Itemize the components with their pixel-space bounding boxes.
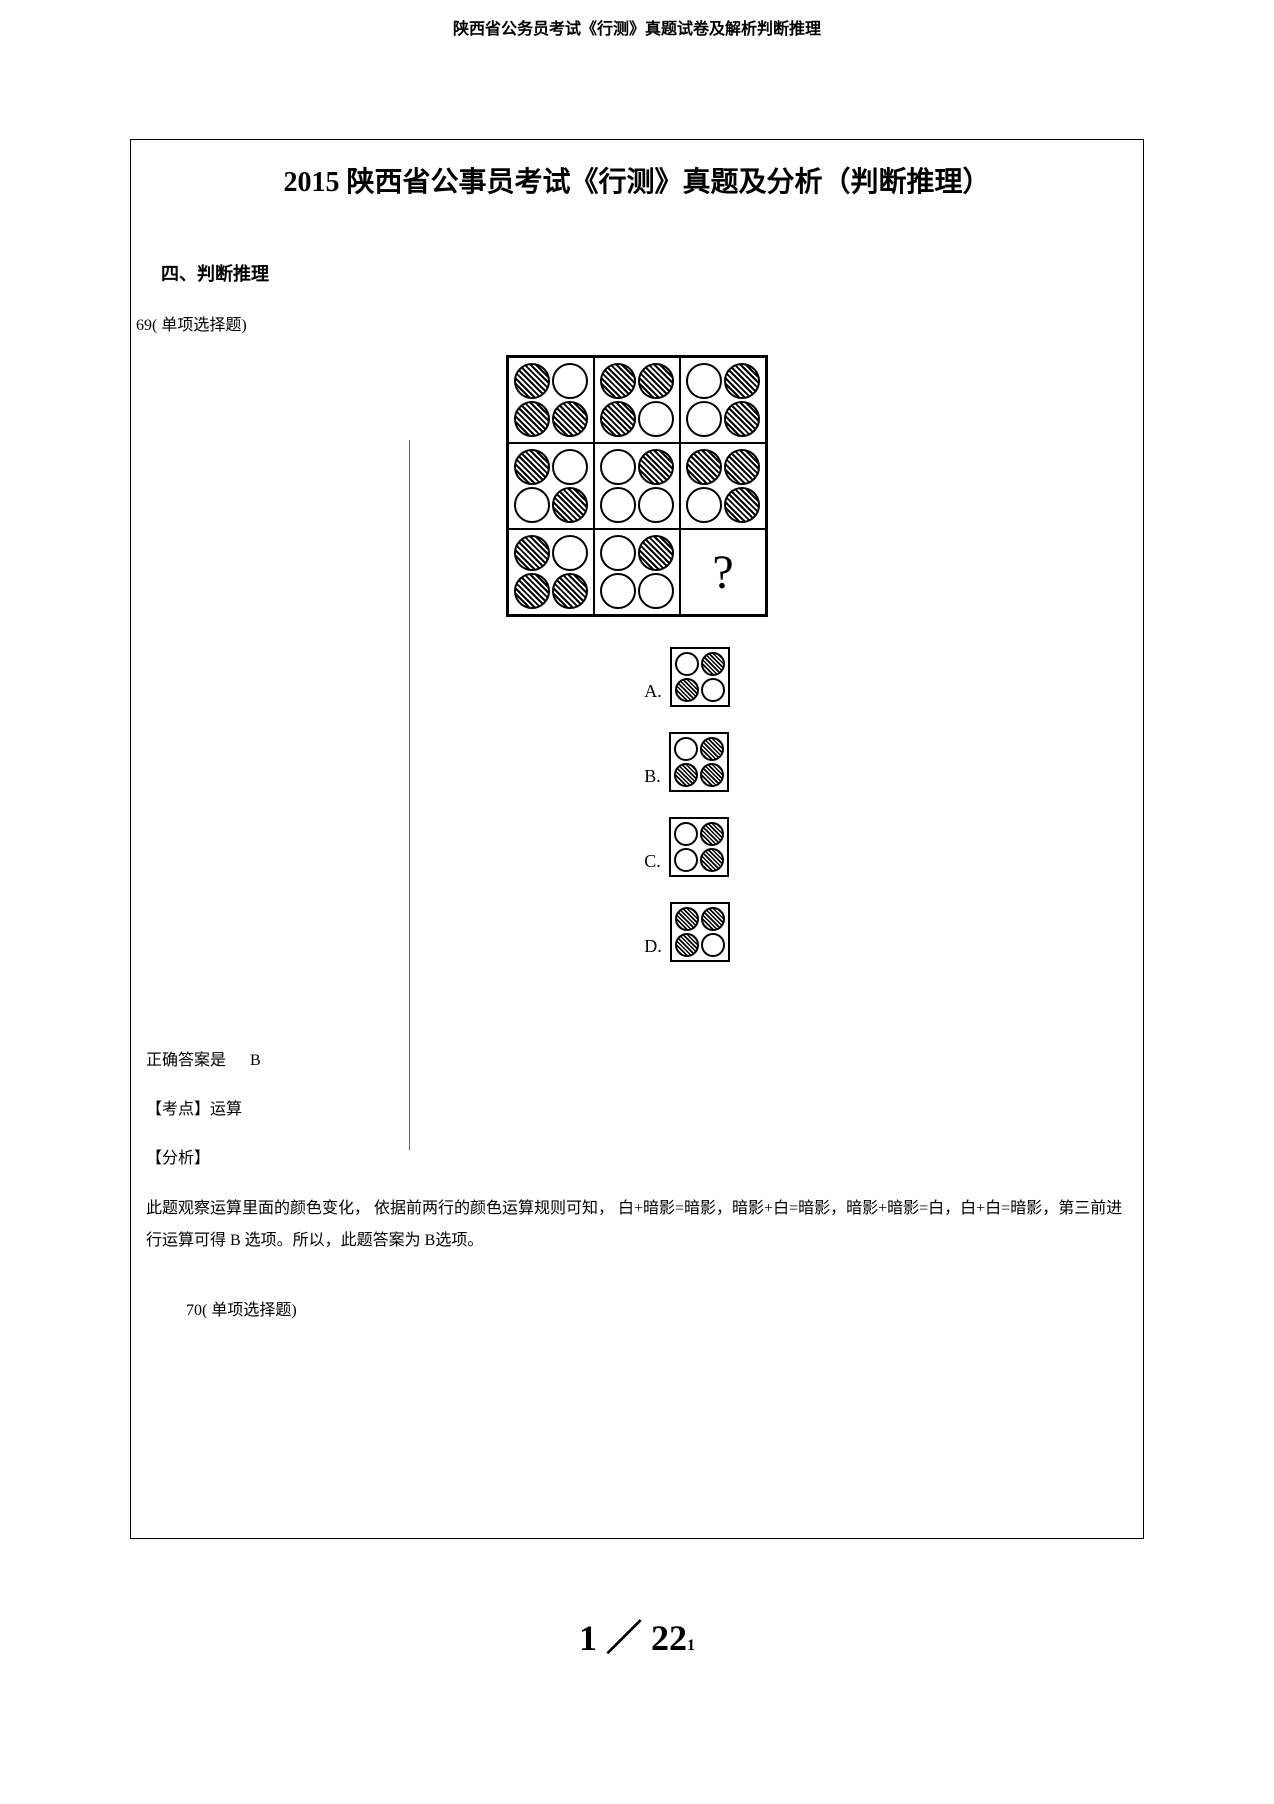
correct-answer-label: 正确答案是 xyxy=(146,1052,226,1069)
white-circle xyxy=(638,573,674,609)
matrix-cell xyxy=(508,529,594,615)
white-circle xyxy=(674,822,698,846)
white-circle xyxy=(675,652,699,676)
option-row-a: A. xyxy=(644,647,730,707)
option-row-b: B. xyxy=(644,732,730,792)
hatched-circle xyxy=(675,907,699,931)
hatched-circle xyxy=(514,449,550,485)
option-label-c: C. xyxy=(644,851,661,877)
hatched-circle xyxy=(700,848,724,872)
matrix-cell xyxy=(680,443,766,529)
hatched-circle xyxy=(552,401,588,437)
hatched-circle xyxy=(700,737,724,761)
hatched-circle xyxy=(600,363,636,399)
hatched-circle xyxy=(514,535,550,571)
white-circle xyxy=(552,535,588,571)
page-total: 22 xyxy=(651,1618,687,1658)
white-circle xyxy=(552,363,588,399)
correct-answer-value: B xyxy=(250,1052,261,1069)
matrix-row xyxy=(508,357,766,443)
matrix-row xyxy=(508,443,766,529)
white-circle xyxy=(674,737,698,761)
page-header: 陕西省公务员考试《行测》真题试卷及解析判断推理 xyxy=(0,0,1274,39)
hatched-circle xyxy=(675,678,699,702)
hatched-circle xyxy=(674,763,698,787)
white-circle xyxy=(701,933,725,957)
matrix-cell xyxy=(508,443,594,529)
page-separator: ／ xyxy=(606,1618,642,1658)
page-footer: 1 ／ 221 xyxy=(0,1579,1274,1691)
hatched-circle xyxy=(638,363,674,399)
hatched-circle xyxy=(514,573,550,609)
hatched-circle xyxy=(724,363,760,399)
analysis-label: 【分析】 xyxy=(146,1145,1128,1174)
matrix-row: ? xyxy=(508,529,766,615)
white-circle xyxy=(600,535,636,571)
option-row-c: C. xyxy=(644,817,730,877)
option-cell-a xyxy=(670,647,730,707)
header-title: 陕西省公务员考试《行测》真题试卷及解析判断推理 xyxy=(453,21,821,38)
matrix-cell xyxy=(594,443,680,529)
question-number-69: 69( 单项选择题) xyxy=(131,306,1143,345)
figure-container: ? A. B. C. D. xyxy=(131,345,1143,1007)
section-header: 四、判断推理 xyxy=(131,240,1143,306)
option-label-a: A. xyxy=(644,681,662,707)
analysis-text: 此题观察运算里面的颜色变化， 依据前两行的颜色运算规则可知， 白+暗影=暗影，暗… xyxy=(146,1193,1128,1257)
option-cell-b xyxy=(669,732,729,792)
question-mark: ? xyxy=(684,533,762,611)
white-circle xyxy=(600,573,636,609)
correct-answer-line: 正确答案是 B xyxy=(146,1047,1128,1076)
options-container: A. B. C. D. xyxy=(644,647,730,987)
hatched-circle xyxy=(686,449,722,485)
hatched-circle xyxy=(638,449,674,485)
white-circle xyxy=(552,449,588,485)
hatched-circle xyxy=(724,487,760,523)
content-area: 2015 陕西省公事员考试《行测》真题及分析（判断推理） 四、判断推理 69( … xyxy=(130,139,1144,1539)
hatched-circle xyxy=(700,763,724,787)
figure-divider xyxy=(409,440,410,1150)
white-circle xyxy=(686,401,722,437)
white-circle xyxy=(686,363,722,399)
page-sub: 1 xyxy=(687,1637,695,1654)
main-title: 2015 陕西省公事员考试《行测》真题及分析（判断推理） xyxy=(131,140,1143,240)
hatched-circle xyxy=(675,933,699,957)
hatched-circle xyxy=(638,535,674,571)
hatched-circle xyxy=(514,401,550,437)
hatched-circle xyxy=(701,907,725,931)
matrix-cell xyxy=(594,529,680,615)
hatched-circle xyxy=(552,487,588,523)
topic-line: 【考点】运算 xyxy=(146,1096,1128,1125)
white-circle xyxy=(638,487,674,523)
white-circle xyxy=(600,449,636,485)
option-cell-d xyxy=(670,902,730,962)
matrix-cell xyxy=(594,357,680,443)
hatched-circle xyxy=(724,449,760,485)
white-circle xyxy=(701,678,725,702)
matrix-cell xyxy=(508,357,594,443)
answer-section: 正确答案是 B 【考点】运算 【分析】 此题观察运算里面的颜色变化， 依据前两行… xyxy=(131,1007,1143,1366)
option-label-d: D. xyxy=(644,936,662,962)
hatched-circle xyxy=(700,822,724,846)
white-circle xyxy=(600,487,636,523)
hatched-circle xyxy=(552,573,588,609)
option-cell-c xyxy=(669,817,729,877)
white-circle xyxy=(638,401,674,437)
question-matrix: ? xyxy=(506,355,768,617)
hatched-circle xyxy=(701,652,725,676)
hatched-circle xyxy=(724,401,760,437)
page-current: 1 xyxy=(579,1618,597,1658)
hatched-circle xyxy=(514,363,550,399)
hatched-circle xyxy=(600,401,636,437)
matrix-cell xyxy=(680,357,766,443)
question-number-70: 70( 单项选择题) xyxy=(146,1277,1128,1346)
white-circle xyxy=(514,487,550,523)
white-circle xyxy=(674,848,698,872)
option-label-b: B. xyxy=(644,766,661,792)
option-row-d: D. xyxy=(644,902,730,962)
white-circle xyxy=(686,487,722,523)
matrix-cell: ? xyxy=(680,529,766,615)
